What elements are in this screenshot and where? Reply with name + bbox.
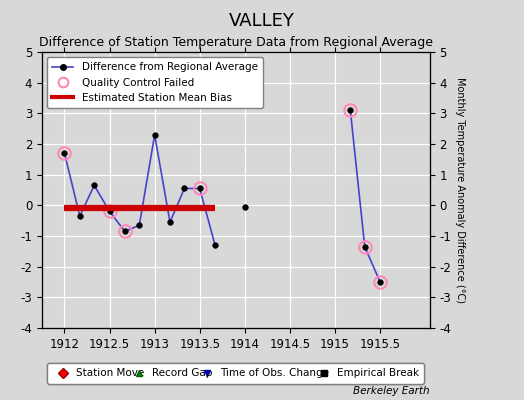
Title: Difference of Station Temperature Data from Regional Average: Difference of Station Temperature Data f… (39, 36, 433, 50)
Y-axis label: Monthly Temperature Anomaly Difference (°C): Monthly Temperature Anomaly Difference (… (455, 77, 465, 303)
Text: VALLEY: VALLEY (229, 12, 295, 30)
Legend: Station Move, Record Gap, Time of Obs. Change, Empirical Break: Station Move, Record Gap, Time of Obs. C… (47, 363, 424, 384)
Text: Berkeley Earth: Berkeley Earth (353, 386, 430, 396)
